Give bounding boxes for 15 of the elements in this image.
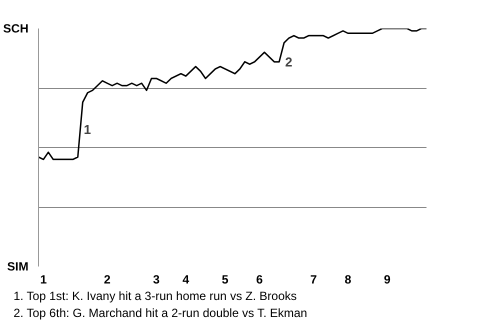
x-tick-label: 7	[310, 272, 318, 286]
x-tick-label: 4	[182, 272, 190, 286]
x-tick-label: 6	[256, 272, 264, 286]
text: SIM	[7, 260, 29, 274]
x-tick-label: 5	[222, 272, 229, 286]
annotation: 2	[285, 54, 292, 70]
x-tick-label: 1	[40, 272, 48, 286]
x-tick-label: 2	[104, 272, 111, 286]
x-tick-label: 9	[384, 272, 391, 286]
annotation: 1	[84, 122, 91, 138]
text: 2. Top 6th: G. Marchand hit a 2-run double vs T. Ekman	[14, 306, 308, 320]
text: 1. Top 1st: K. Ivany hit a 3-run home run vs Z. Brooks	[14, 289, 297, 303]
x-tick-label: 3	[153, 272, 160, 286]
x-tick-label: 8	[344, 272, 352, 286]
text: SCH	[3, 22, 29, 36]
